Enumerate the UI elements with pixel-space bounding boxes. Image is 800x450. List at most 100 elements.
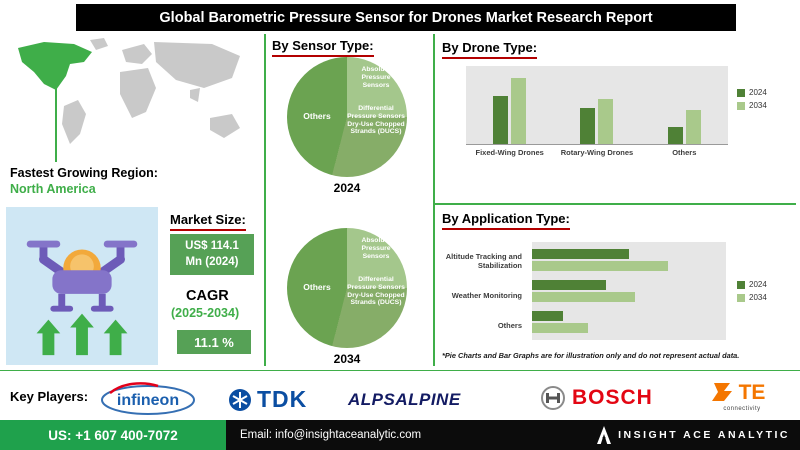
fastest-growing-region-label: Fastest Growing Region: xyxy=(10,166,158,180)
legend-label: 2024 xyxy=(749,280,767,289)
australia-region xyxy=(210,114,240,138)
pie-chart xyxy=(287,57,407,177)
alps-alpine-logo: ALPSALPINE xyxy=(348,390,461,410)
bar xyxy=(493,95,509,144)
chart-disclaimer: *Pie Charts and Bar Graphs are for illus… xyxy=(442,351,740,360)
legend-label: 2034 xyxy=(749,101,767,110)
legend-item: 2024 xyxy=(737,88,767,97)
growth-arrow-icon xyxy=(70,313,94,356)
bar xyxy=(598,98,614,144)
pie-slice-label-absolute: Absolute Pressure Sensors xyxy=(361,66,391,89)
key-players-label: Key Players: xyxy=(10,389,89,404)
pie-slice-label-differential: Differential Pressure Sensors Dry-Use Ch… xyxy=(347,276,405,307)
legend-item: 2024 xyxy=(737,280,767,289)
tdk-emblem-icon xyxy=(229,388,251,411)
pie-year-label: 2034 xyxy=(333,352,361,366)
bar xyxy=(532,279,606,290)
application-type-title: By Application Type: xyxy=(442,211,570,230)
pie-year-label: 2024 xyxy=(333,181,361,195)
legend-swatch xyxy=(737,293,745,302)
application-type-legend: 2024 2034 xyxy=(737,280,767,306)
bar-group xyxy=(532,249,726,272)
growth-arrow-icon xyxy=(36,319,61,356)
infineon-logo: infineon xyxy=(98,381,198,417)
insight-ace-logo-icon xyxy=(597,426,612,444)
bosch-logo-text: BOSCH xyxy=(572,386,653,409)
market-size-label: Market Size: xyxy=(170,212,246,231)
legend-label: 2034 xyxy=(749,293,767,302)
sensor-type-pie-2024: Absolute Pressure Sensors Differential P… xyxy=(287,57,407,177)
bar-group xyxy=(532,310,726,333)
africa-region xyxy=(120,68,156,118)
bar xyxy=(685,109,701,144)
bar xyxy=(511,78,527,144)
pie-chart xyxy=(287,228,407,348)
bar xyxy=(532,249,629,260)
te-logo-text: TE xyxy=(739,381,766,404)
tdk-logo: TDK xyxy=(228,386,307,413)
sensor-type-pie-2034: Absolute Pressure Sensors Differential P… xyxy=(287,228,407,348)
europe-region xyxy=(122,44,152,64)
pie-slice-label-differential: Differential Pressure Sensors Dry-Use Ch… xyxy=(347,105,405,136)
legend-label: 2024 xyxy=(749,88,767,97)
cagr-period: (2025-2034) xyxy=(171,306,240,320)
horizontal-divider-right xyxy=(433,203,796,205)
growth-arrow-icon xyxy=(103,319,128,356)
legend-swatch xyxy=(737,101,745,110)
category-label: Fixed-Wing Drones xyxy=(475,148,544,157)
world-map-graphic xyxy=(18,38,240,162)
bar xyxy=(532,322,589,333)
north-america-region xyxy=(18,42,92,90)
te-arrow-icon xyxy=(712,383,732,401)
drone-type-legend: 2024 2034 xyxy=(737,88,767,114)
bar-group xyxy=(667,66,701,144)
cagr-value: 11.1 % xyxy=(177,330,251,354)
bar-group xyxy=(532,279,726,302)
vertical-divider-left xyxy=(264,34,266,366)
bar xyxy=(532,261,668,272)
application-type-labels: Altitude Tracking and Stabilization Weath… xyxy=(436,242,528,340)
bar xyxy=(667,126,683,144)
category-label: Weather Monitoring xyxy=(451,290,522,300)
asia-region xyxy=(154,42,240,88)
alps-alpine-logo-text: ALPSALPINE xyxy=(348,390,461,409)
vertical-divider-right xyxy=(433,34,435,366)
footer-brand: INSIGHT ACE ANALYTIC xyxy=(597,420,790,450)
application-type-plot xyxy=(532,242,726,340)
drone-graphic xyxy=(26,240,138,356)
drone-type-categories: Fixed-Wing Drones Rotary-Wing Drones Other… xyxy=(466,148,728,157)
tdk-logo-text: TDK xyxy=(257,386,308,412)
pie-slice-label-absolute: Absolute Pressure Sensors xyxy=(361,237,391,260)
category-label: Rotary-Wing Drones xyxy=(560,148,634,157)
legend-item: 2034 xyxy=(737,101,767,110)
category-label: Others xyxy=(672,148,697,157)
te-logo-subtext: connectivity xyxy=(723,406,761,412)
footer-email: Email: info@insightaceanalytic.com xyxy=(240,429,422,441)
category-label: Others xyxy=(497,320,522,330)
horizontal-divider-bottom xyxy=(0,370,800,371)
drone-type-title: By Drone Type: xyxy=(442,40,538,59)
bosch-emblem-icon xyxy=(541,386,565,410)
category-label: Altitude Tracking and Stabilization xyxy=(445,252,522,271)
cagr-label: CAGR xyxy=(186,288,229,304)
bar xyxy=(580,108,596,144)
bar-group xyxy=(493,66,527,144)
infineon-logo-text: infineon xyxy=(117,392,179,409)
bar xyxy=(532,291,635,302)
bar-group xyxy=(580,66,614,144)
bosch-logo: BOSCH xyxy=(540,385,653,411)
pie-slice-label-others: Others xyxy=(303,282,331,292)
bar xyxy=(532,310,564,321)
te-logo: TE connectivity xyxy=(710,379,774,412)
page-title: Global Barometric Pressure Sensor for Dr… xyxy=(76,4,736,31)
south-america-region xyxy=(62,100,86,144)
footer-bar: Email: info@insightaceanalytic.com INSIG… xyxy=(226,420,800,450)
pie-slice-label-others: Others xyxy=(303,111,331,121)
footer-phone: US: +1 607 400-7072 xyxy=(0,420,226,450)
market-size-value: US$ 114.1 Mn (2024) xyxy=(170,234,254,276)
brand-name: INSIGHT ACE ANALYTIC xyxy=(618,429,790,441)
fastest-growing-region-value: North America xyxy=(10,182,96,196)
world-map xyxy=(4,34,260,166)
drone-type-plot xyxy=(466,66,728,145)
